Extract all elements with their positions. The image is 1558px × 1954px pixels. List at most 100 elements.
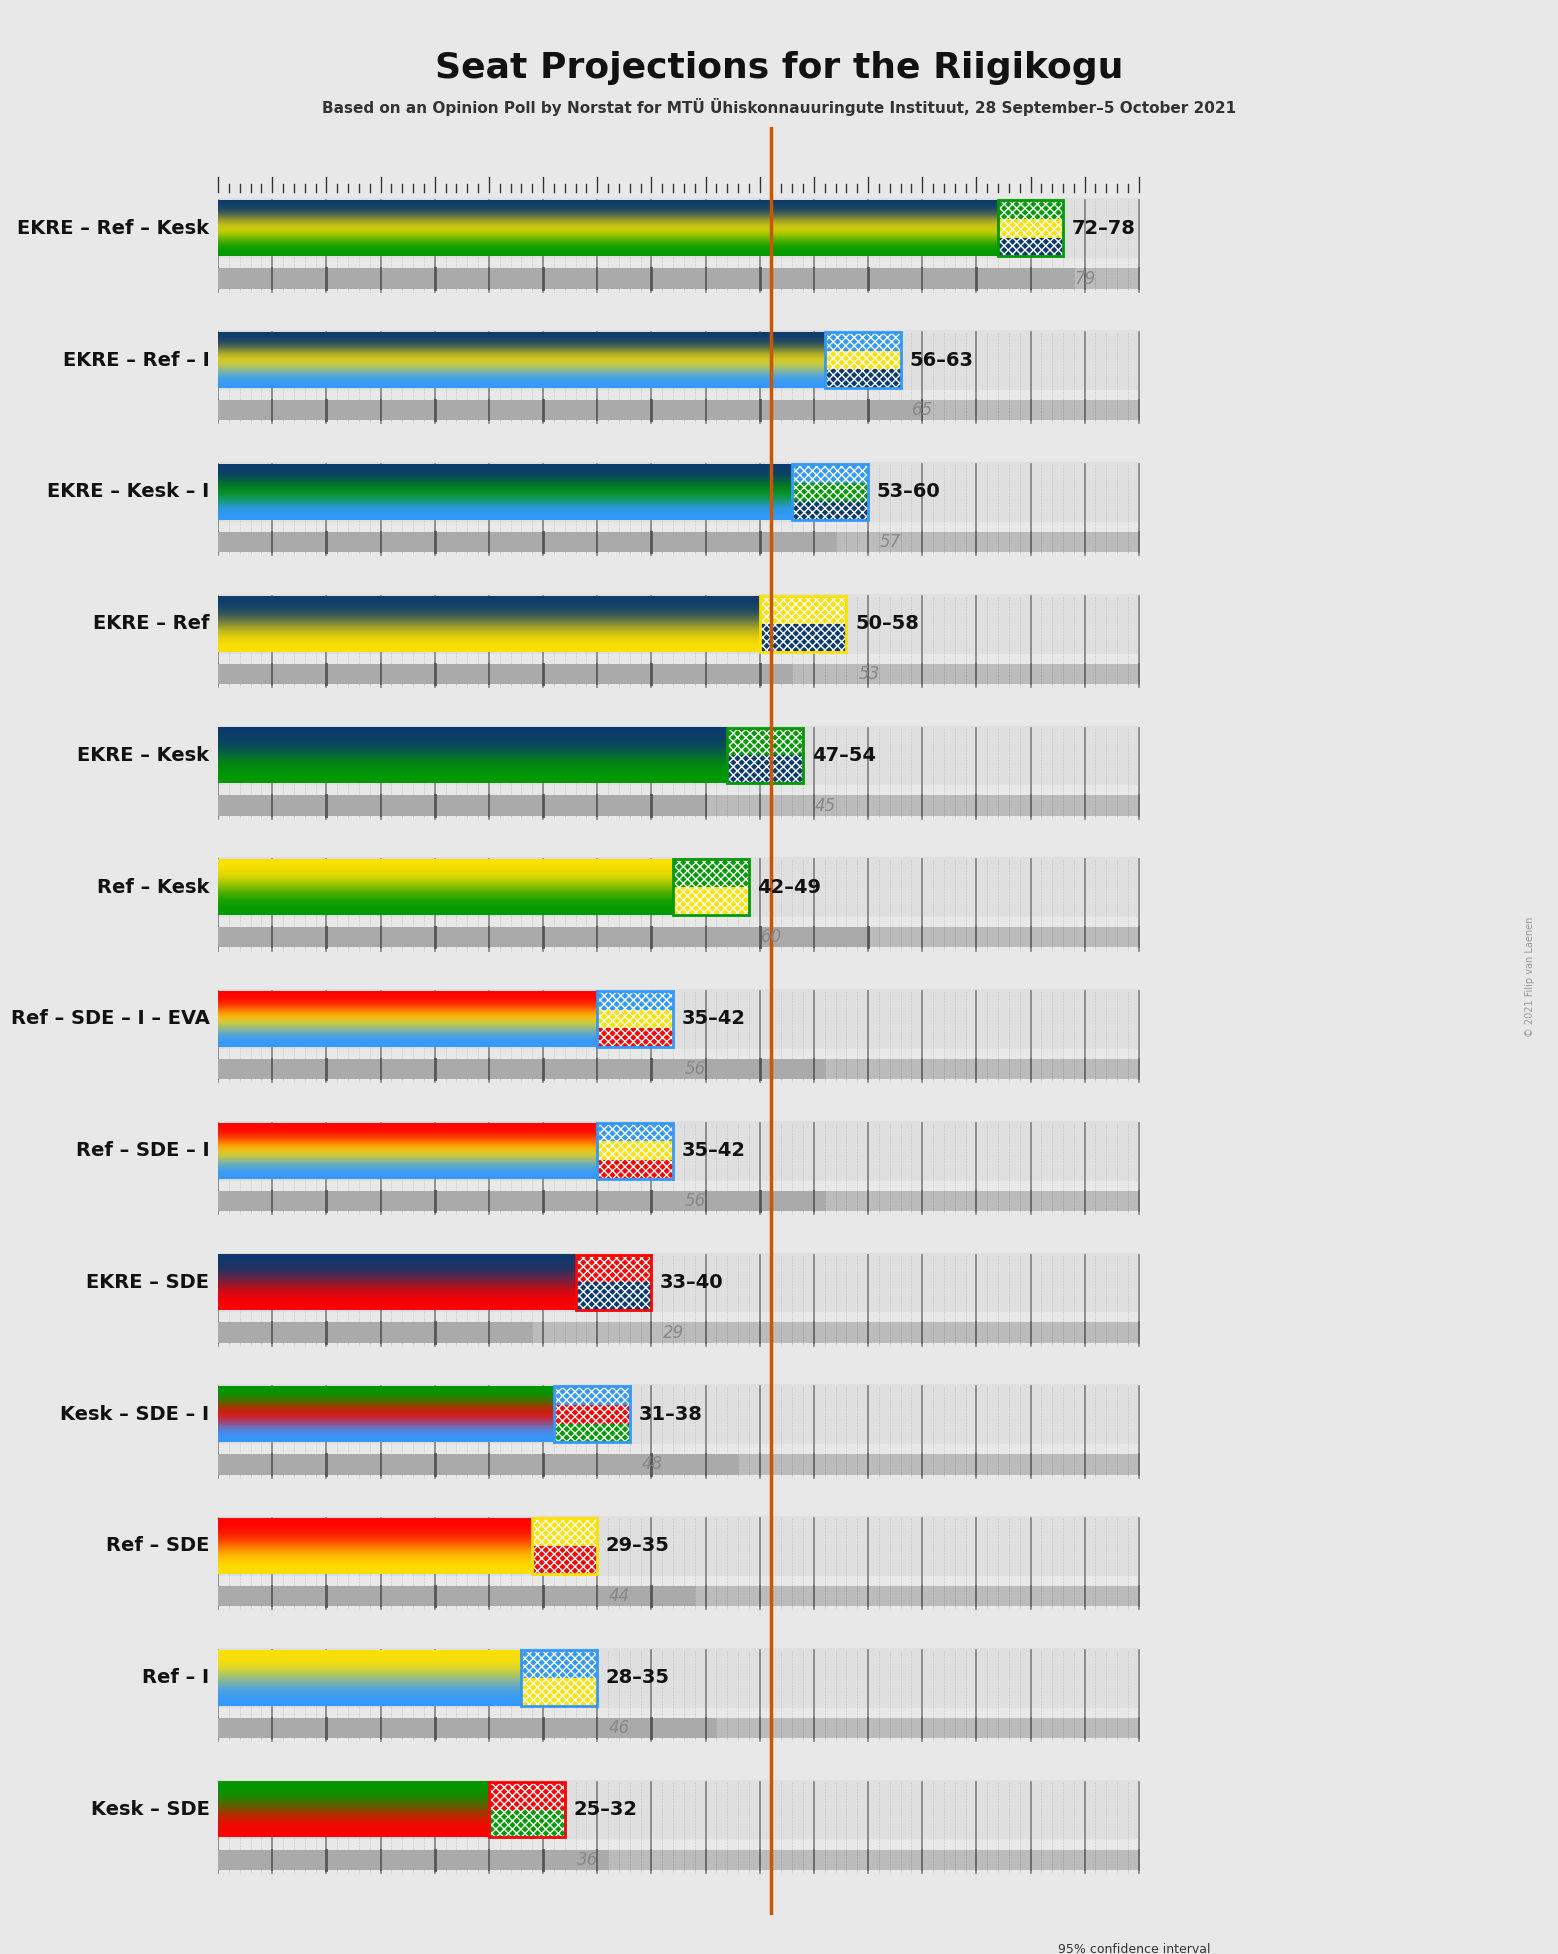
Bar [597, 1161, 673, 1178]
Bar [555, 1405, 629, 1424]
Bar [218, 1516, 1139, 1575]
Bar [489, 1809, 564, 1837]
Text: 29–35: 29–35 [606, 1536, 670, 1555]
Bar [791, 500, 868, 520]
Text: 33–40: 33–40 [661, 1272, 723, 1292]
Bar [218, 330, 1139, 391]
Text: 65: 65 [913, 401, 933, 420]
Text: 25–32: 25–32 [573, 1800, 637, 1819]
Bar [218, 664, 791, 684]
Bar [522, 1649, 597, 1706]
Text: 48: 48 [642, 1456, 662, 1473]
Bar [522, 1678, 597, 1706]
Bar [597, 991, 673, 1047]
Bar [218, 858, 1139, 916]
Bar [218, 268, 1139, 289]
Bar [489, 1782, 564, 1837]
Text: Based on an Opinion Poll by Norstat for MTÜ Ühiskonnauuringute Instituut, 28 Sep: Based on an Opinion Poll by Norstat for … [323, 98, 1235, 117]
Text: EKRE – Ref – Kesk: EKRE – Ref – Kesk [17, 219, 209, 238]
Bar [1010, 1940, 1052, 1954]
Bar [218, 928, 1139, 948]
Bar [218, 1780, 1139, 1839]
Bar [218, 1253, 1139, 1313]
Bar [824, 369, 901, 389]
Text: Kesk – SDE: Kesk – SDE [90, 1800, 209, 1819]
Bar [791, 483, 868, 500]
Bar [555, 1385, 629, 1442]
Bar [218, 928, 868, 948]
Bar [218, 531, 1139, 553]
Bar [824, 352, 901, 369]
Bar [760, 596, 846, 623]
Text: Ref – I: Ref – I [142, 1669, 209, 1686]
Bar [218, 268, 1073, 289]
Bar [218, 1190, 1139, 1211]
Bar [728, 727, 802, 784]
Bar [218, 594, 1139, 653]
Text: 95% confidence interval
with median: 95% confidence interval with median [1058, 1944, 1211, 1954]
Bar [218, 1850, 1139, 1870]
Text: 36: 36 [576, 1850, 598, 1868]
Text: 44: 44 [609, 1587, 631, 1604]
Bar [218, 664, 1139, 684]
Text: 46: 46 [609, 1720, 631, 1737]
Bar [555, 1424, 629, 1442]
Bar [824, 332, 901, 352]
Bar [218, 1454, 738, 1475]
Bar [728, 727, 802, 756]
Bar [218, 199, 1139, 258]
Bar [575, 1254, 651, 1282]
Text: Kesk – SDE – I: Kesk – SDE – I [61, 1405, 209, 1424]
Bar [791, 463, 868, 520]
Text: EKRE – Kesk – I: EKRE – Kesk – I [47, 483, 209, 502]
Bar [533, 1518, 597, 1573]
Bar [597, 991, 673, 1010]
Bar [597, 1141, 673, 1161]
Bar [728, 756, 802, 784]
Text: EKRE – SDE: EKRE – SDE [86, 1272, 209, 1292]
Text: 42–49: 42–49 [757, 877, 821, 897]
Bar [218, 461, 1139, 522]
Text: 60: 60 [760, 928, 782, 946]
Bar [218, 531, 835, 553]
Bar [597, 1124, 673, 1141]
Text: 72–78: 72–78 [1072, 219, 1136, 238]
Bar [218, 1718, 717, 1737]
Bar [218, 1122, 1139, 1180]
Bar [933, 1940, 1010, 1954]
Bar [999, 201, 1063, 256]
Bar [218, 725, 1139, 786]
Bar [597, 1028, 673, 1047]
Bar [522, 1649, 597, 1678]
Bar [218, 1587, 1139, 1606]
Text: 47–54: 47–54 [812, 746, 876, 764]
Bar [673, 860, 749, 914]
Text: Ref – Kesk: Ref – Kesk [97, 877, 209, 897]
Text: 29: 29 [664, 1323, 684, 1342]
Bar [218, 401, 1139, 420]
Bar [1010, 1940, 1052, 1954]
Bar [597, 1010, 673, 1028]
Bar [575, 1254, 651, 1311]
Bar [760, 596, 846, 651]
Text: 35–42: 35–42 [682, 1010, 746, 1028]
Bar [218, 1718, 1139, 1737]
Text: EKRE – Ref: EKRE – Ref [93, 614, 209, 633]
Bar [575, 1282, 651, 1311]
Bar [824, 332, 901, 389]
Bar [999, 238, 1063, 256]
Bar [999, 219, 1063, 238]
Bar [218, 795, 706, 815]
Bar [673, 887, 749, 914]
Bar [673, 860, 749, 887]
Bar [218, 1059, 1139, 1079]
Bar [533, 1546, 597, 1573]
Text: 56–63: 56–63 [910, 350, 974, 369]
Text: 56: 56 [686, 1192, 706, 1210]
Text: Seat Projections for the Riigikogu: Seat Projections for the Riigikogu [435, 51, 1123, 86]
Text: Ref – SDE – I – EVA: Ref – SDE – I – EVA [11, 1010, 209, 1028]
Text: 53–60: 53–60 [877, 483, 941, 502]
Bar [218, 1454, 1139, 1475]
Bar [533, 1518, 597, 1546]
Bar [218, 401, 922, 420]
